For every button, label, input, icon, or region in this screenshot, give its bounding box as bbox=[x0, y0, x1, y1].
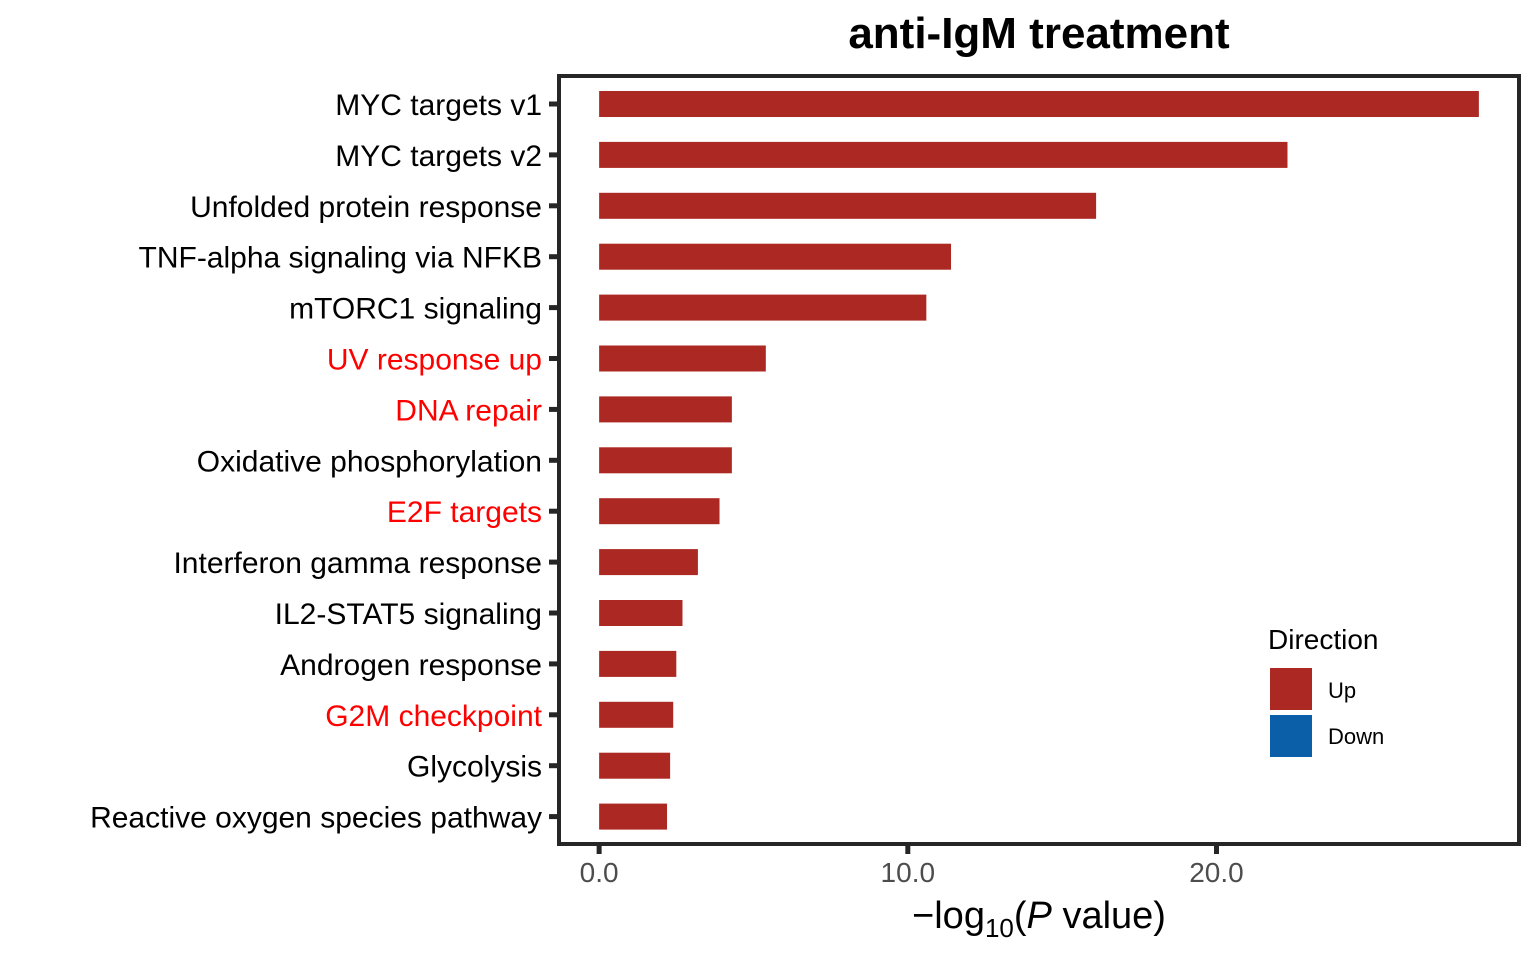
x-tick-label: 0.0 bbox=[580, 857, 619, 888]
y-tick-label: Unfolded protein response bbox=[190, 191, 542, 224]
x-axis-label-suffix: value) bbox=[1052, 895, 1166, 937]
bar bbox=[599, 141, 1288, 168]
bar bbox=[599, 600, 683, 626]
bar bbox=[599, 192, 1097, 219]
y-tick-label: DNA repair bbox=[395, 394, 542, 427]
plot-panel bbox=[557, 74, 1521, 846]
y-tick-label: Interferon gamma response bbox=[173, 547, 542, 580]
y-tick-label: Oxidative phosphorylation bbox=[197, 445, 542, 478]
y-tick-label: TNF-alpha signaling via NFKB bbox=[139, 242, 543, 275]
bar bbox=[599, 650, 677, 677]
bar bbox=[599, 701, 674, 728]
bar bbox=[599, 396, 732, 423]
bar bbox=[599, 498, 720, 525]
bar bbox=[599, 294, 927, 321]
bar bbox=[599, 243, 952, 270]
x-axis-label-prefix: −log bbox=[912, 895, 985, 937]
x-tick-label: 20.0 bbox=[1189, 857, 1244, 888]
bar bbox=[599, 549, 698, 576]
y-tick-label: MYC targets v1 bbox=[335, 89, 542, 122]
bar bbox=[599, 752, 671, 779]
y-tick-label: MYC targets v2 bbox=[335, 140, 542, 173]
x-axis-label-open: ( bbox=[1014, 895, 1027, 937]
y-tick-label: G2M checkpoint bbox=[325, 700, 542, 733]
chart-title: anti-IgM treatment bbox=[848, 9, 1230, 58]
x-axis-label-italic: P bbox=[1027, 895, 1053, 937]
x-axis-label-subscript: 10 bbox=[985, 913, 1014, 943]
bar bbox=[599, 803, 668, 830]
bar bbox=[599, 91, 1479, 117]
y-tick-label: UV response up bbox=[327, 344, 542, 377]
y-tick-label: IL2-STAT5 signaling bbox=[275, 598, 542, 631]
category-labels: MYC targets v1 MYC targets v2 Unfolded pro… bbox=[90, 89, 557, 835]
bar bbox=[599, 447, 732, 474]
y-tick-label: E2F targets bbox=[387, 496, 542, 529]
legend-swatch-down bbox=[1270, 715, 1312, 757]
x-axis: 0.0 10.0 20.0 bbox=[580, 846, 1244, 888]
bars-group bbox=[599, 91, 1479, 830]
bar bbox=[599, 345, 766, 372]
legend-label-up: Up bbox=[1328, 678, 1356, 703]
y-tick-label: mTORC1 signaling bbox=[289, 293, 542, 326]
legend-swatch-up bbox=[1270, 668, 1312, 710]
y-tick-label: Androgen response bbox=[280, 649, 542, 682]
x-tick-label: 10.0 bbox=[881, 857, 936, 888]
legend-label-down: Down bbox=[1328, 724, 1384, 749]
legend-title: Direction bbox=[1268, 624, 1378, 655]
y-tick-label: Reactive oxygen species pathway bbox=[90, 802, 542, 835]
y-tick-label: Glycolysis bbox=[407, 751, 542, 784]
legend: Direction Up Down bbox=[1268, 624, 1384, 757]
x-axis-label: −log10(P value) bbox=[912, 895, 1166, 943]
